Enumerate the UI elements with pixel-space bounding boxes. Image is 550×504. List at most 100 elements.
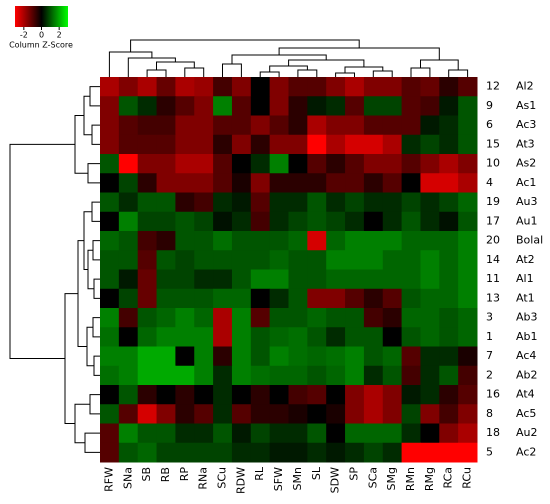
heatmap-cell xyxy=(137,192,158,213)
heatmap-cell xyxy=(458,77,478,97)
row-name: Al2 xyxy=(516,80,534,93)
heatmap-cell xyxy=(213,192,233,213)
heatmap-cell xyxy=(100,365,120,386)
heatmap-cell xyxy=(269,96,289,116)
heatmap-cell xyxy=(175,211,195,232)
heatmap-cell xyxy=(420,442,440,463)
heatmap-cell xyxy=(382,423,403,444)
heatmap-cell xyxy=(401,134,421,155)
heatmap-cell xyxy=(250,269,271,290)
heatmap-cell xyxy=(401,346,421,367)
column-label: SNa xyxy=(121,467,134,489)
heatmap-cell xyxy=(156,404,176,424)
heatmap-cell xyxy=(118,365,139,386)
heatmap-cell xyxy=(458,269,478,290)
heatmap-cell xyxy=(194,173,214,193)
heatmap-cell xyxy=(326,288,346,309)
heatmap-cell xyxy=(345,327,365,347)
heatmap-cell xyxy=(250,442,271,463)
heatmap-cell xyxy=(288,96,308,116)
heatmap-cell xyxy=(118,385,139,405)
heatmap-cell xyxy=(345,423,365,444)
colorbar xyxy=(15,6,68,27)
heatmap-cell xyxy=(439,250,459,270)
heatmap-cell xyxy=(307,404,327,424)
row-name: As1 xyxy=(516,99,536,112)
heatmap-cell xyxy=(156,423,176,444)
heatmap-cell xyxy=(420,327,440,347)
heatmap-cell xyxy=(156,269,176,290)
heatmap-cell xyxy=(382,385,403,405)
heatmap-cell xyxy=(458,211,478,232)
heatmap-cell xyxy=(137,231,158,251)
heatmap-cell xyxy=(382,327,403,347)
heatmap-cell xyxy=(401,77,421,97)
heatmap-cell xyxy=(382,365,403,386)
heatmap-cell xyxy=(269,269,289,290)
row-name: At3 xyxy=(516,137,535,150)
heatmap-cell xyxy=(269,115,289,136)
heatmap-cell xyxy=(213,154,233,174)
heatmap-cell xyxy=(326,365,346,386)
heatmap-cell xyxy=(100,192,120,213)
heatmap-cell xyxy=(269,385,289,405)
heatmap-cell xyxy=(100,269,120,290)
heatmap-cell xyxy=(175,115,195,136)
heatmap-cell xyxy=(307,173,327,193)
heatmap-cell xyxy=(288,250,308,270)
heatmap-cell xyxy=(307,250,327,270)
heatmap-cell xyxy=(288,211,308,232)
heatmap-cell xyxy=(137,250,158,270)
heatmap-cell xyxy=(250,346,271,367)
row-id: 16 xyxy=(486,388,500,401)
heatmap-cell xyxy=(137,77,158,97)
heatmap-cell xyxy=(118,134,139,155)
heatmap-cell xyxy=(307,96,327,116)
heatmap-cell xyxy=(213,288,233,309)
heatmap-cell xyxy=(382,173,403,193)
heatmap-cell xyxy=(269,365,289,386)
row-name: Ac4 xyxy=(516,349,536,362)
heatmap-cell xyxy=(307,269,327,290)
heatmap-cell xyxy=(326,404,346,424)
heatmap-cell xyxy=(326,173,346,193)
heatmap-cell xyxy=(458,250,478,270)
heatmap-cell xyxy=(194,211,214,232)
heatmap-cell xyxy=(250,365,271,386)
heatmap-cell xyxy=(231,173,252,193)
heatmap-cell xyxy=(288,269,308,290)
row-dendrogram xyxy=(9,86,100,453)
heatmap-cell xyxy=(439,385,459,405)
heatmap-cell xyxy=(175,269,195,290)
heatmap-cell xyxy=(118,250,139,270)
heatmap-cell xyxy=(175,192,195,213)
row-name: Ab2 xyxy=(516,368,538,381)
row-id: 11 xyxy=(486,272,500,285)
column-label: RP xyxy=(178,467,191,482)
heatmap-cell xyxy=(345,269,365,290)
heatmap-cell xyxy=(118,115,139,136)
heatmap-cell xyxy=(213,385,233,405)
heatmap-cell xyxy=(363,250,384,270)
heatmap-cell xyxy=(401,96,421,116)
colorbar-tick-label: 2 xyxy=(57,31,62,40)
heatmap-cell xyxy=(231,211,252,232)
heatmap-cell xyxy=(269,346,289,367)
heatmap-cell xyxy=(307,154,327,174)
heatmap-cell xyxy=(345,154,365,174)
row-id: 14 xyxy=(486,253,500,266)
heatmap-cell xyxy=(137,211,158,232)
heatmap-cell xyxy=(439,192,459,213)
heatmap-cell xyxy=(288,365,308,386)
heatmap-cell xyxy=(288,173,308,193)
heatmap-cell xyxy=(326,346,346,367)
row-name: Au2 xyxy=(516,426,538,439)
heatmap-cell xyxy=(363,442,384,463)
heatmap-cell xyxy=(345,211,365,232)
heatmap-cell xyxy=(231,346,252,367)
heatmap-cell xyxy=(420,134,440,155)
heatmap-cell xyxy=(307,365,327,386)
heatmap-cell xyxy=(118,288,139,309)
heatmap-cell xyxy=(137,154,158,174)
